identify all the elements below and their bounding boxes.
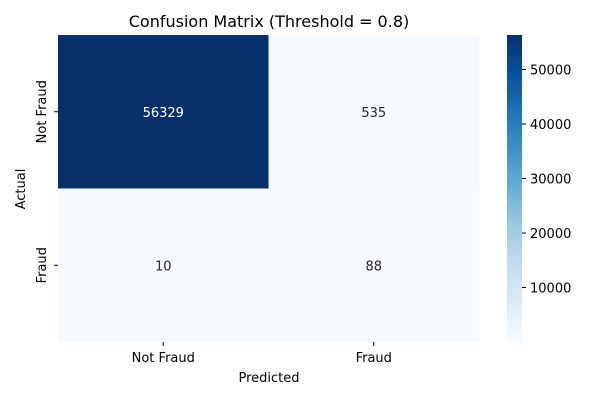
colorbar-tick-label: 40000 (530, 118, 571, 133)
cell-value-label: 535 (361, 106, 386, 121)
x-axis-label: Predicted (238, 371, 299, 386)
colorbar (507, 35, 522, 342)
y-axis-ticks: Not Fraud Fraud (35, 80, 58, 283)
x-tick-label: Not Fraud (132, 351, 195, 366)
heatmap-cell (268, 35, 480, 189)
chart-title: Confusion Matrix (Threshold = 0.8) (129, 12, 410, 31)
colorbar-tick-label: 30000 (530, 173, 571, 188)
y-tick-label: Fraud (35, 247, 50, 283)
y-axis-label: Actual (14, 169, 29, 210)
colorbar-ticks: 10000 20000 30000 40000 50000 (522, 63, 571, 297)
heatmap-cell (268, 188, 480, 343)
y-tick-label: Not Fraud (35, 80, 50, 143)
heatmap-grid: 56329 535 10 88 (58, 35, 480, 343)
x-axis-ticks: Not Fraud Fraud (132, 342, 392, 366)
colorbar-tick-label: 50000 (530, 63, 571, 78)
colorbar-tick-label: 10000 (530, 282, 571, 297)
heatmap-cell (58, 35, 269, 189)
cell-value-label: 88 (365, 259, 382, 274)
x-tick-label: Fraud (356, 351, 392, 366)
cell-value-label: 10 (155, 259, 172, 274)
cell-value-label: 56329 (143, 106, 184, 121)
heatmap-cell (58, 188, 269, 343)
colorbar-tick-label: 20000 (530, 227, 571, 242)
